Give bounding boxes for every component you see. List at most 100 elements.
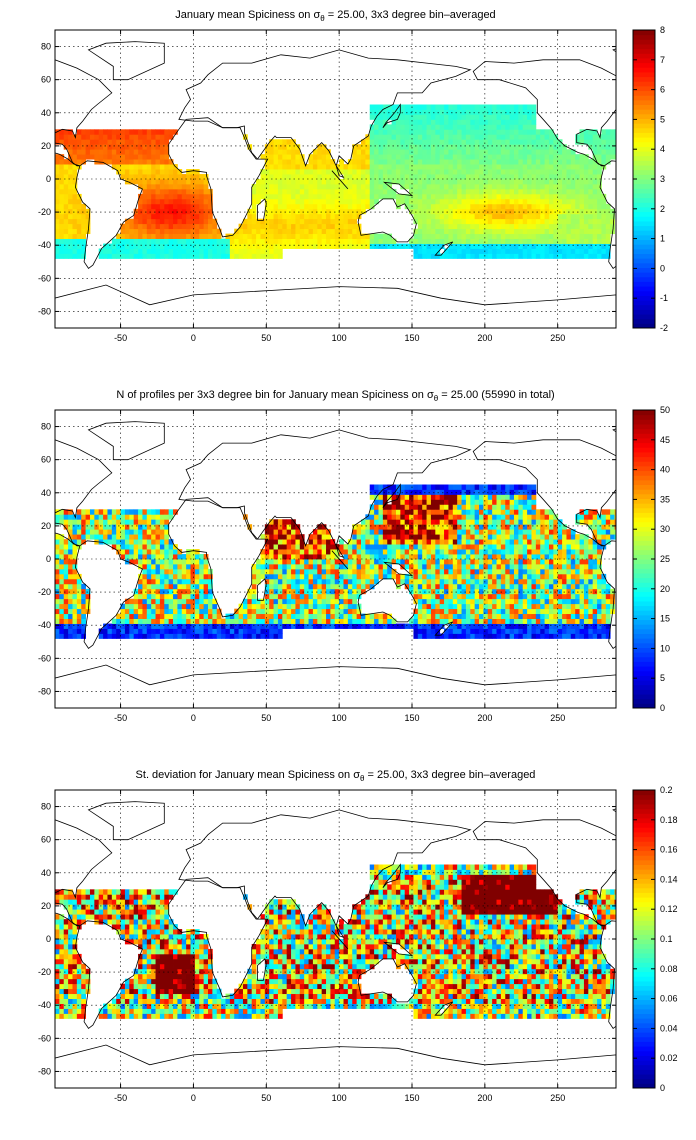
heatmap-cell	[295, 544, 301, 550]
heatmap-cell	[483, 598, 489, 605]
heatmap-cell	[365, 583, 371, 590]
heatmap-cell	[575, 248, 580, 254]
heatmap-cell	[194, 188, 200, 195]
heatmap-cell	[404, 529, 410, 535]
heatmap-cell	[286, 618, 292, 624]
heatmap-cell	[361, 169, 366, 175]
heatmap-cell	[527, 169, 532, 175]
heatmap-cell	[177, 608, 183, 615]
heatmap-cell	[168, 588, 174, 595]
heatmap-cell	[474, 119, 480, 125]
heatmap-cell	[159, 188, 165, 195]
heatmap-cell	[448, 623, 454, 629]
heatmap-cell	[68, 628, 73, 634]
heatmap-cell	[409, 134, 414, 140]
heatmap-cell	[557, 238, 563, 244]
heatmap-cell	[63, 129, 69, 135]
heatmap-cell	[409, 524, 414, 530]
heatmap-cell	[151, 514, 156, 520]
heatmap-cell	[409, 179, 414, 185]
heatmap-cell	[461, 509, 467, 515]
heatmap-cell	[68, 198, 73, 205]
heatmap-cell	[509, 238, 515, 244]
heatmap-cell	[535, 164, 541, 170]
heatmap-cell	[326, 563, 331, 570]
heatmap-cell	[330, 588, 336, 595]
heatmap-cell	[474, 623, 480, 629]
heatmap-cell	[452, 253, 458, 259]
heatmap-cell	[264, 223, 270, 230]
heatmap-cell	[72, 529, 78, 535]
heatmap-cell	[107, 539, 113, 545]
heatmap-cell	[142, 563, 148, 570]
colorbar-segment	[633, 71, 655, 78]
heatmap-cell	[483, 593, 489, 600]
heatmap-cell	[242, 633, 248, 639]
heatmap-cell	[527, 129, 532, 135]
heatmap-cell	[264, 144, 270, 150]
heatmap-cell	[465, 514, 471, 520]
heatmap-cell	[531, 223, 537, 230]
heatmap-cell	[522, 198, 528, 205]
heatmap-cell	[164, 509, 170, 515]
heatmap-cell	[422, 539, 427, 545]
heatmap-cell	[155, 613, 161, 619]
heatmap-cell	[81, 243, 86, 249]
heatmap-cell	[417, 179, 423, 185]
heatmap-cell	[286, 213, 292, 220]
heatmap-cell	[264, 554, 270, 560]
heatmap-cell	[474, 509, 480, 515]
heatmap-cell	[85, 593, 91, 600]
heatmap-cell	[164, 559, 170, 565]
heatmap-cell	[588, 159, 594, 165]
heatmap-cell	[330, 613, 336, 619]
heatmap-cell	[251, 253, 257, 259]
heatmap-cell	[448, 593, 454, 600]
heatmap-cell	[138, 174, 143, 180]
heatmap-cell	[426, 208, 432, 215]
heatmap-cell	[159, 519, 165, 525]
heatmap-cell	[55, 253, 60, 259]
heatmap-cell	[273, 139, 279, 145]
heatmap-cell	[518, 144, 524, 150]
heatmap-cell	[138, 238, 143, 244]
heatmap-cell	[474, 223, 480, 230]
heatmap-cell	[116, 539, 121, 545]
heatmap-cell	[142, 573, 148, 580]
heatmap-cell	[540, 174, 545, 180]
heatmap-cell	[308, 563, 314, 570]
heatmap-cell	[505, 119, 511, 125]
heatmap-cell	[479, 519, 484, 525]
heatmap-cell	[465, 568, 471, 575]
heatmap-cell	[72, 164, 78, 170]
heatmap-cell	[347, 174, 353, 180]
heatmap-cell	[527, 248, 532, 254]
heatmap-cell	[72, 603, 78, 610]
heatmap-cell	[452, 598, 458, 605]
y-tick-label: -40	[38, 240, 51, 250]
heatmap-cell	[583, 183, 589, 190]
coastline	[434, 241, 454, 256]
heatmap-cell	[527, 233, 532, 239]
heatmap-cell	[251, 608, 257, 615]
heatmap-cell	[509, 243, 515, 249]
heatmap-cell	[208, 233, 213, 239]
heatmap-cell	[479, 583, 484, 590]
heatmap-cell	[452, 549, 458, 555]
heatmap-cell	[444, 613, 449, 619]
heatmap-cell	[483, 623, 489, 629]
heatmap-cell	[417, 208, 423, 215]
heatmap-cell	[142, 228, 148, 235]
heatmap-cell	[426, 198, 432, 205]
heatmap-cell	[159, 223, 165, 230]
heatmap-cell	[361, 188, 366, 195]
heatmap-cell	[339, 169, 344, 175]
heatmap-cell	[562, 208, 567, 215]
heatmap-cell	[457, 519, 462, 525]
heatmap-cell	[142, 559, 148, 565]
heatmap-cell	[304, 188, 309, 195]
heatmap-cell	[417, 109, 423, 115]
heatmap-cell	[483, 119, 489, 125]
heatmap-cell	[352, 559, 358, 565]
heatmap-cell	[514, 174, 519, 180]
